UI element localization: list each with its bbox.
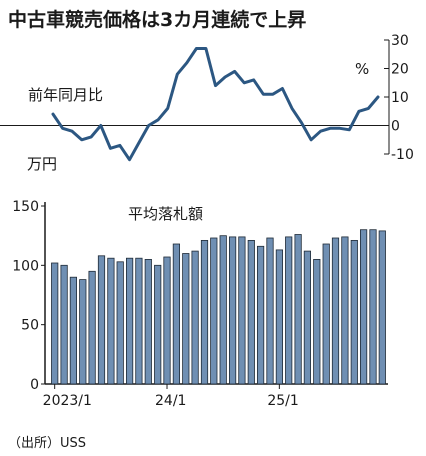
bar-2025/9 — [350, 239, 358, 385]
bar-2024/5 — [200, 239, 209, 385]
series-line-yoy — [51, 47, 380, 162]
bar-2024/12 — [266, 237, 274, 385]
bar-xtick-label: 2023/1 — [43, 393, 92, 409]
bar-2023/5 — [88, 270, 96, 385]
bar-2025/8 — [341, 236, 349, 385]
bar-2025/6 — [322, 243, 330, 385]
bar-2025/7 — [331, 237, 340, 385]
bar-2024/1 — [163, 256, 171, 385]
bar-2023/12 — [154, 264, 162, 385]
bar-2024/8 — [228, 236, 237, 385]
bar-2024/6 — [210, 237, 218, 385]
bar-2023/8 — [116, 261, 124, 385]
bar-2025/5 — [313, 258, 321, 385]
bar-2024/4 — [191, 250, 199, 385]
bar-2023/3 — [69, 276, 77, 385]
line-chart-title: 前年同月比 — [28, 86, 104, 104]
bar-2025/10 — [359, 229, 368, 385]
line-ytick-label: -10 — [391, 147, 414, 163]
bar-undefined — [378, 230, 386, 385]
bar-2025/11 — [369, 229, 377, 385]
line-ytick-label: 20 — [391, 62, 409, 78]
source-note: （出所）USS — [8, 436, 87, 451]
bar-2025/1 — [275, 249, 284, 385]
bar-ytick-label: 150 — [12, 199, 39, 215]
bar-2024/2 — [172, 243, 180, 385]
bar-2024/11 — [256, 245, 265, 385]
bar-2023/1 — [51, 262, 59, 385]
bar-2023/11 — [144, 258, 152, 385]
bar-chart-title: 平均落札額 — [128, 205, 204, 223]
line-ytick-label: 10 — [391, 90, 409, 106]
chart-title: 中古車競売価格は3カ月連続で上昇 — [8, 9, 307, 31]
line-chart: 30 20 10 0 -10 — [0, 33, 414, 163]
bar-xtick-label: 25/1 — [267, 393, 298, 409]
bar-2025/2 — [285, 236, 293, 385]
bar-2024/7 — [219, 235, 227, 385]
line-chart-unit: % — [355, 60, 370, 78]
bar-xtick-label: 24/1 — [155, 393, 186, 409]
bar-ytick-label: 100 — [12, 258, 39, 274]
bar-2023/7 — [107, 257, 115, 385]
bar-2023/9 — [126, 257, 134, 385]
line-ytick-label: 0 — [391, 119, 400, 135]
bar-2024/3 — [182, 253, 190, 385]
bar-2023/2 — [60, 264, 68, 385]
bar-2023/6 — [97, 255, 106, 385]
line-ytick-label: 30 — [391, 33, 409, 49]
bar-chart-unit: 万円 — [27, 155, 58, 173]
bar-2024/9 — [238, 236, 246, 385]
bar-2023/4 — [79, 279, 87, 385]
bar-2024/10 — [247, 239, 255, 385]
bar-2025/4 — [303, 250, 312, 385]
bar-2023/10 — [135, 257, 143, 385]
bar-2025/3 — [294, 234, 302, 385]
bar-ytick-label: 50 — [21, 318, 39, 334]
bar-ytick-label: 0 — [30, 377, 39, 393]
